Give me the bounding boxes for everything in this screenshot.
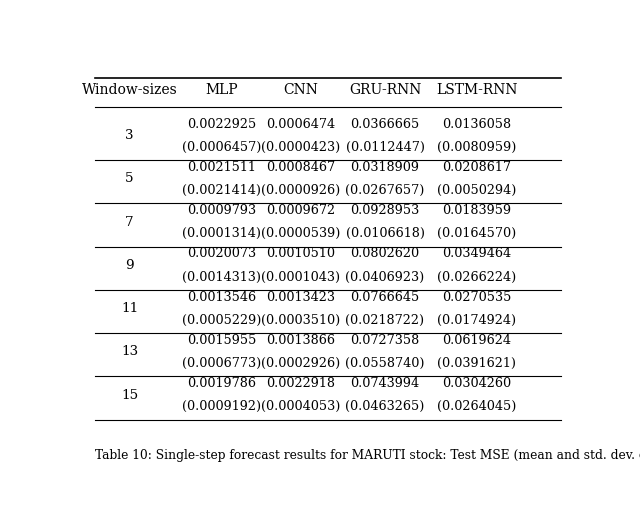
Text: 9: 9 bbox=[125, 259, 134, 272]
Text: 0.0743994: 0.0743994 bbox=[351, 377, 420, 390]
Text: (0.0406923): (0.0406923) bbox=[346, 270, 425, 283]
Text: 0.0318909: 0.0318909 bbox=[351, 161, 420, 174]
Text: 0.0802620: 0.0802620 bbox=[351, 248, 420, 261]
Text: (0.0005229): (0.0005229) bbox=[182, 314, 261, 327]
Text: (0.0080959): (0.0080959) bbox=[437, 141, 516, 154]
Text: 0.0008467: 0.0008467 bbox=[266, 161, 335, 174]
Text: MLP: MLP bbox=[205, 83, 237, 97]
Text: (0.0218722): (0.0218722) bbox=[346, 314, 424, 327]
Text: (0.0001314): (0.0001314) bbox=[182, 227, 261, 240]
Text: CNN: CNN bbox=[284, 83, 318, 97]
Text: 0.0013546: 0.0013546 bbox=[187, 291, 256, 304]
Text: (0.0174924): (0.0174924) bbox=[437, 314, 516, 327]
Text: (0.0001043): (0.0001043) bbox=[261, 270, 340, 283]
Text: 0.0006474: 0.0006474 bbox=[266, 118, 335, 131]
Text: (0.0558740): (0.0558740) bbox=[346, 357, 425, 370]
Text: Table 10: Single-step forecast results for MARUTI stock: Test MSE (mean and std.: Table 10: Single-step forecast results f… bbox=[95, 449, 640, 462]
Text: 5: 5 bbox=[125, 173, 134, 186]
Text: 13: 13 bbox=[121, 345, 138, 358]
Text: 0.0022918: 0.0022918 bbox=[266, 377, 335, 390]
Text: LSTM-RNN: LSTM-RNN bbox=[436, 83, 518, 97]
Text: (0.0000926): (0.0000926) bbox=[261, 184, 340, 197]
Text: 0.0136058: 0.0136058 bbox=[442, 118, 511, 131]
Text: (0.0050294): (0.0050294) bbox=[437, 184, 516, 197]
Text: 0.0019786: 0.0019786 bbox=[187, 377, 256, 390]
Text: 0.0009672: 0.0009672 bbox=[266, 204, 335, 217]
Text: (0.0266224): (0.0266224) bbox=[437, 270, 516, 283]
Text: GRU-RNN: GRU-RNN bbox=[349, 83, 421, 97]
Text: 11: 11 bbox=[121, 302, 138, 315]
Text: 0.0270535: 0.0270535 bbox=[442, 291, 511, 304]
Text: 0.0928953: 0.0928953 bbox=[351, 204, 420, 217]
Text: 0.0766645: 0.0766645 bbox=[351, 291, 420, 304]
Text: 0.0349464: 0.0349464 bbox=[442, 248, 511, 261]
Text: 0.0013866: 0.0013866 bbox=[266, 334, 335, 347]
Text: (0.0112447): (0.0112447) bbox=[346, 141, 424, 154]
Text: 7: 7 bbox=[125, 216, 134, 229]
Text: 0.0013423: 0.0013423 bbox=[266, 291, 335, 304]
Text: 0.0727358: 0.0727358 bbox=[351, 334, 420, 347]
Text: 0.0208617: 0.0208617 bbox=[442, 161, 511, 174]
Text: Window-sizes: Window-sizes bbox=[82, 83, 177, 97]
Text: (0.0391621): (0.0391621) bbox=[437, 357, 516, 370]
Text: (0.0264045): (0.0264045) bbox=[437, 400, 516, 413]
Text: 3: 3 bbox=[125, 129, 134, 142]
Text: (0.0009192): (0.0009192) bbox=[182, 400, 261, 413]
Text: (0.0014313): (0.0014313) bbox=[182, 270, 261, 283]
Text: (0.0021414): (0.0021414) bbox=[182, 184, 261, 197]
Text: (0.0106618): (0.0106618) bbox=[346, 227, 424, 240]
Text: 0.0021511: 0.0021511 bbox=[187, 161, 256, 174]
Text: (0.0006773): (0.0006773) bbox=[182, 357, 261, 370]
Text: 0.0366665: 0.0366665 bbox=[351, 118, 420, 131]
Text: (0.0006457): (0.0006457) bbox=[182, 141, 261, 154]
Text: (0.0004053): (0.0004053) bbox=[261, 400, 340, 413]
Text: 0.0619624: 0.0619624 bbox=[442, 334, 511, 347]
Text: 0.0020073: 0.0020073 bbox=[187, 248, 256, 261]
Text: (0.0267657): (0.0267657) bbox=[346, 184, 425, 197]
Text: (0.0164570): (0.0164570) bbox=[437, 227, 516, 240]
Text: 0.0022925: 0.0022925 bbox=[187, 118, 256, 131]
Text: (0.0463265): (0.0463265) bbox=[346, 400, 425, 413]
Text: (0.0002926): (0.0002926) bbox=[261, 357, 340, 370]
Text: (0.0000423): (0.0000423) bbox=[261, 141, 340, 154]
Text: 0.0010510: 0.0010510 bbox=[266, 248, 335, 261]
Text: 0.0009793: 0.0009793 bbox=[187, 204, 256, 217]
Text: 15: 15 bbox=[121, 388, 138, 401]
Text: 0.0183959: 0.0183959 bbox=[442, 204, 511, 217]
Text: (0.0003510): (0.0003510) bbox=[261, 314, 340, 327]
Text: (0.0000539): (0.0000539) bbox=[261, 227, 340, 240]
Text: 0.0304260: 0.0304260 bbox=[442, 377, 511, 390]
Text: 0.0015955: 0.0015955 bbox=[187, 334, 256, 347]
